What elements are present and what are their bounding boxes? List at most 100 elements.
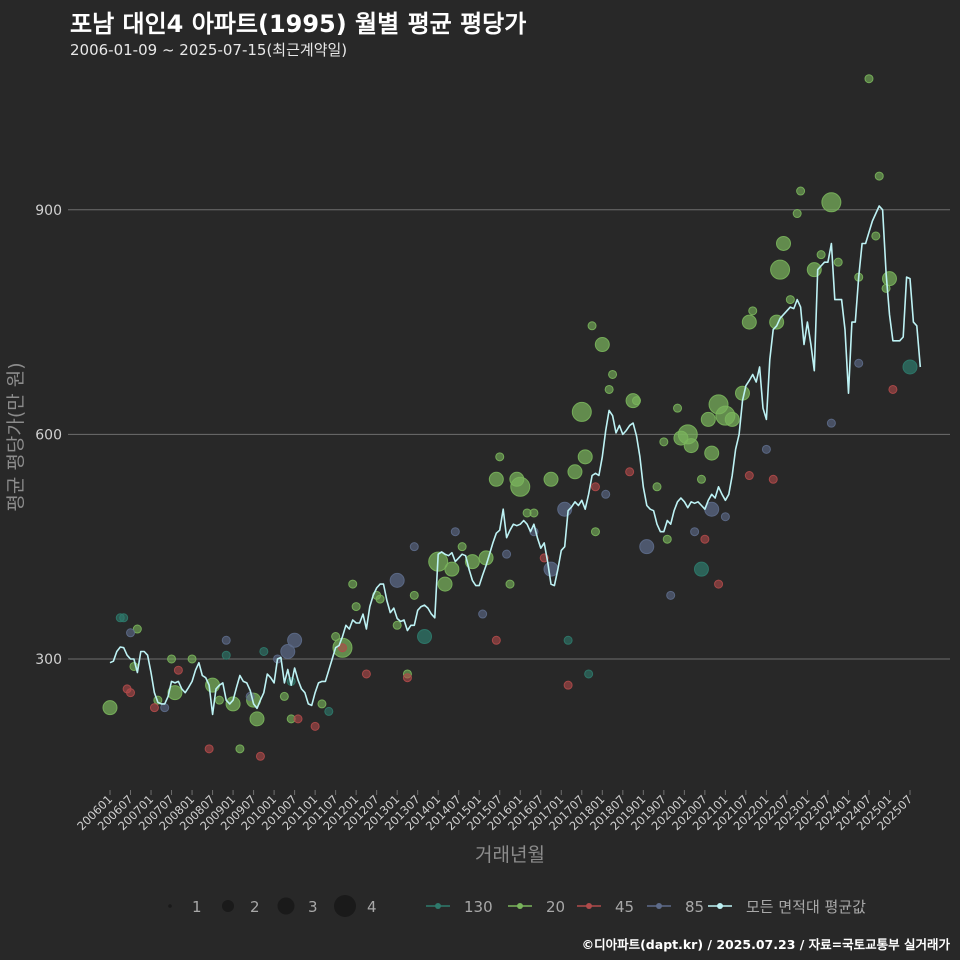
series-20: [102, 74, 897, 754]
data-point: [126, 628, 136, 638]
data-point: [293, 714, 303, 724]
data-point: [543, 561, 559, 577]
chart-subtitle: 2006-01-09 ~ 2025-07-15(최근계약일): [70, 41, 348, 59]
data-point: [478, 609, 488, 619]
data-point: [444, 561, 460, 577]
data-point: [770, 259, 791, 280]
data-point: [529, 508, 539, 518]
y-tick-label: 600: [35, 427, 62, 443]
data-point: [255, 751, 265, 761]
data-point: [748, 306, 758, 316]
data-point: [881, 271, 897, 287]
size-legend-key: [277, 897, 295, 915]
y-tick-label: 300: [35, 652, 62, 668]
data-point: [351, 602, 361, 612]
data-point: [149, 703, 159, 713]
data-point: [348, 579, 358, 589]
data-point: [902, 359, 918, 375]
data-point: [888, 384, 898, 394]
data-point: [816, 250, 826, 260]
data-point: [126, 688, 136, 698]
data-point: [631, 396, 641, 406]
size-legend-label: 2: [250, 898, 260, 916]
data-point: [785, 295, 795, 305]
data-point: [690, 527, 700, 537]
axes: 3006009002006012006072007012007072008012…: [35, 203, 915, 833]
data-point: [317, 699, 327, 709]
data-point: [402, 673, 412, 683]
data-point: [389, 572, 405, 588]
data-point: [696, 474, 706, 484]
data-point: [871, 231, 881, 241]
data-point: [102, 700, 118, 716]
data-point: [491, 635, 501, 645]
data-point: [714, 579, 724, 589]
data-point: [744, 471, 754, 481]
data-point: [510, 476, 531, 497]
data-point: [563, 680, 573, 690]
scatter-points: [102, 74, 918, 761]
data-point: [604, 384, 614, 394]
data-point: [806, 262, 822, 278]
grid-lines: [68, 209, 950, 660]
data-point: [854, 358, 864, 368]
legend-point-key: [435, 903, 441, 909]
data-point: [409, 542, 419, 552]
data-point: [450, 527, 460, 537]
average-line: [109, 205, 922, 716]
data-point: [590, 482, 600, 492]
series-45: [122, 384, 898, 761]
data-point: [796, 186, 806, 196]
data-point: [563, 635, 573, 645]
data-point: [587, 321, 597, 331]
data-point: [375, 594, 385, 604]
legend: 1 2 3 4 130 20 45 85 모든 면적대 평균값: [168, 895, 866, 917]
data-point: [666, 590, 676, 600]
data-point: [673, 403, 683, 413]
legend-label: 모든 면적대 평균값: [746, 898, 866, 916]
data-point: [590, 527, 600, 537]
data-point: [502, 549, 512, 559]
data-point: [833, 257, 843, 267]
legend-point-key: [517, 903, 523, 909]
size-legend-key: [168, 904, 172, 908]
data-point: [864, 74, 874, 84]
data-point: [324, 706, 334, 716]
data-point: [287, 632, 303, 648]
legend-point-key: [656, 903, 662, 909]
chart-title: 포남 대인4 아파트(1995) 월별 평균 평당가: [70, 10, 527, 38]
data-point: [235, 744, 245, 754]
data-point: [625, 467, 635, 477]
data-point: [700, 411, 716, 427]
data-point: [608, 369, 618, 379]
data-point: [662, 534, 672, 544]
data-point: [160, 703, 170, 713]
series-130: [115, 359, 918, 716]
data-point: [720, 512, 730, 522]
legend-point-key: [717, 903, 723, 909]
data-point: [119, 613, 129, 623]
data-point: [221, 650, 231, 660]
data-point: [724, 411, 740, 427]
data-point: [464, 554, 480, 570]
data-point: [584, 669, 594, 679]
data-point: [280, 643, 296, 659]
legend-label: 130: [464, 898, 493, 916]
data-point: [337, 643, 347, 653]
data-point: [417, 629, 433, 645]
series-85: [126, 358, 864, 713]
size-legend-label: 3: [308, 898, 318, 916]
data-point: [639, 539, 655, 555]
data-point: [659, 437, 669, 447]
source-caption: ©디아파트(dapt.kr) / 2025.07.23 / 자료=국토교통부 실…: [581, 937, 950, 952]
data-point: [457, 542, 467, 552]
data-point: [652, 482, 662, 492]
data-point: [488, 471, 504, 487]
data-point: [543, 471, 559, 487]
legend-point-key: [586, 903, 592, 909]
data-point: [204, 744, 214, 754]
data-point: [409, 590, 419, 600]
size-legend-key: [334, 895, 356, 917]
